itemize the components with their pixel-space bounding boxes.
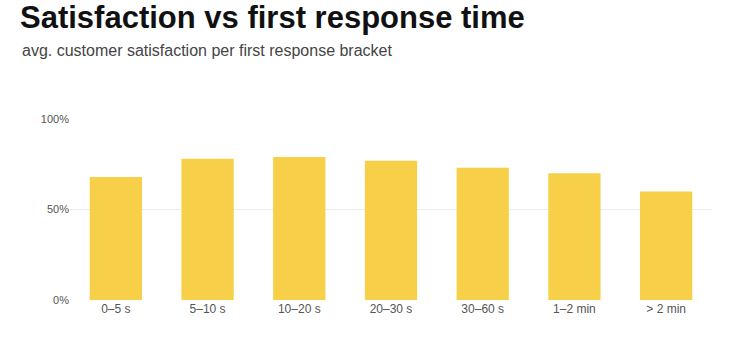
svg-text:20–30 s: 20–30 s (370, 302, 413, 316)
svg-text:100%: 100% (41, 113, 69, 125)
svg-text:10–20 s: 10–20 s (278, 302, 321, 316)
svg-text:Satisfaction vs first response: Satisfaction vs first response time (20, 0, 525, 35)
svg-text:0%: 0% (53, 294, 69, 306)
svg-text:1–2 min: 1–2 min (553, 302, 596, 316)
svg-text:5–10 s: 5–10 s (190, 302, 226, 316)
svg-text:30–60 s: 30–60 s (461, 302, 504, 316)
svg-text:> 2 min: > 2 min (646, 302, 686, 316)
svg-text:50%: 50% (47, 203, 69, 215)
svg-text:0–5 s: 0–5 s (101, 302, 130, 316)
svg-text:avg. customer satisfaction per: avg. customer satisfaction per first res… (22, 42, 392, 59)
